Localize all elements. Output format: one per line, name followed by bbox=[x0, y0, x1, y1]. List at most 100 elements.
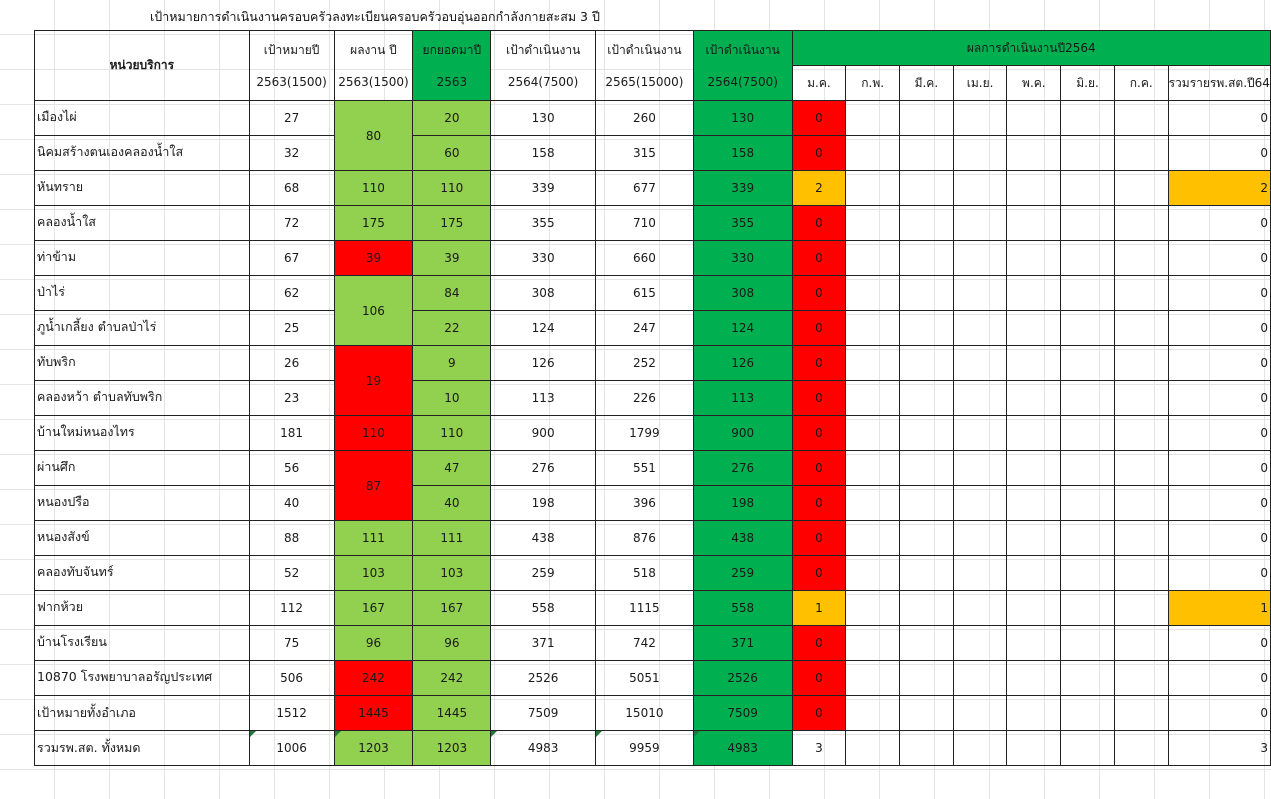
cell-carry-2563[interactable]: 84 bbox=[412, 275, 492, 311]
cell-unit[interactable]: คลองทับจันทร์ bbox=[34, 555, 250, 591]
cell-month-empty[interactable] bbox=[1113, 590, 1169, 626]
cell-month-empty[interactable] bbox=[952, 275, 1008, 311]
cell-month-empty[interactable] bbox=[1113, 275, 1169, 311]
cell-month-empty[interactable] bbox=[845, 555, 900, 591]
cell-month-empty[interactable] bbox=[952, 135, 1008, 171]
cell-month-empty[interactable] bbox=[1113, 205, 1169, 241]
cell-total-64[interactable]: 3 bbox=[1167, 730, 1271, 766]
cell-month-empty[interactable] bbox=[1006, 380, 1062, 416]
cell-month-empty[interactable] bbox=[1060, 100, 1115, 136]
cell-target-2563[interactable]: 72 bbox=[248, 205, 335, 241]
header-results-2564[interactable]: ผลการดำเนินงานปี2564 bbox=[791, 30, 1271, 66]
cell-month-empty[interactable] bbox=[899, 485, 954, 521]
cell-total-64[interactable]: 0 bbox=[1167, 660, 1271, 696]
cell-month-jan[interactable]: 0 bbox=[791, 520, 847, 556]
cell-month-jan[interactable]: 2 bbox=[791, 170, 847, 206]
cell-result-2563[interactable]: 106 bbox=[333, 275, 414, 346]
cell-carry-2563[interactable]: 40 bbox=[412, 485, 492, 521]
cell-month-empty[interactable] bbox=[1060, 520, 1115, 556]
cell-target-2564[interactable]: 330 bbox=[490, 240, 596, 276]
cell-carry-2563[interactable]: 103 bbox=[412, 555, 492, 591]
cell-target-2564[interactable]: 113 bbox=[490, 380, 596, 416]
cell-month-empty[interactable] bbox=[1113, 170, 1169, 206]
cell-target-2565[interactable]: 518 bbox=[594, 555, 694, 591]
cell-month-jan[interactable]: 0 bbox=[791, 415, 847, 451]
cell-unit[interactable]: คลองน้ำใส bbox=[34, 205, 250, 241]
cell-month-empty[interactable] bbox=[845, 170, 900, 206]
cell-month-empty[interactable] bbox=[1113, 135, 1169, 171]
cell-target-2564-green[interactable]: 130 bbox=[692, 100, 793, 136]
cell-total-64[interactable]: 0 bbox=[1167, 555, 1271, 591]
cell-month-empty[interactable] bbox=[845, 100, 900, 136]
cell-month-empty[interactable] bbox=[899, 695, 954, 731]
cell-unit[interactable]: รวมรพ.สต. ทั้งหมด bbox=[34, 730, 250, 766]
cell-target-2563[interactable]: 32 bbox=[248, 135, 335, 171]
cell-unit[interactable]: หนองสังข์ bbox=[34, 520, 250, 556]
cell-month-empty[interactable] bbox=[1006, 240, 1062, 276]
cell-carry-2563[interactable]: 1203 bbox=[412, 730, 492, 766]
cell-target-2565[interactable]: 9959 bbox=[594, 730, 694, 766]
cell-total-64[interactable]: 0 bbox=[1167, 415, 1271, 451]
cell-carry-2563[interactable]: 96 bbox=[412, 625, 492, 661]
cell-target-2564[interactable]: 371 bbox=[490, 625, 596, 661]
cell-month-empty[interactable] bbox=[899, 310, 954, 346]
cell-target-2565[interactable]: 551 bbox=[594, 450, 694, 486]
cell-month-empty[interactable] bbox=[845, 520, 900, 556]
cell-target-2564[interactable]: 198 bbox=[490, 485, 596, 521]
cell-result-2563[interactable]: 39 bbox=[333, 240, 414, 276]
cell-target-2564[interactable]: 355 bbox=[490, 205, 596, 241]
header-month-jul[interactable]: ก.ค. bbox=[1113, 65, 1169, 101]
cell-month-jan[interactable]: 0 bbox=[791, 695, 847, 731]
cell-month-empty[interactable] bbox=[1060, 415, 1115, 451]
cell-total-64[interactable]: 0 bbox=[1167, 380, 1271, 416]
cell-target-2563[interactable]: 88 bbox=[248, 520, 335, 556]
cell-unit[interactable]: ภูน้ำเกลี้ยง ตำบลป่าไร่ bbox=[34, 310, 250, 346]
cell-month-jan[interactable]: 0 bbox=[791, 135, 847, 171]
cell-month-empty[interactable] bbox=[1060, 590, 1115, 626]
cell-month-empty[interactable] bbox=[899, 275, 954, 311]
cell-target-2564-green[interactable]: 2526 bbox=[692, 660, 793, 696]
cell-month-jan[interactable]: 0 bbox=[791, 450, 847, 486]
cell-target-2564[interactable]: 339 bbox=[490, 170, 596, 206]
cell-month-empty[interactable] bbox=[1006, 415, 1062, 451]
cell-month-empty[interactable] bbox=[1113, 730, 1169, 766]
cell-target-2564-green[interactable]: 438 bbox=[692, 520, 793, 556]
cell-target-2563[interactable]: 40 bbox=[248, 485, 335, 521]
cell-month-empty[interactable] bbox=[1113, 100, 1169, 136]
cell-month-empty[interactable] bbox=[1006, 695, 1062, 731]
cell-target-2563[interactable]: 1512 bbox=[248, 695, 335, 731]
cell-target-2565[interactable]: 15010 bbox=[594, 695, 694, 731]
cell-unit[interactable]: ทับพริก bbox=[34, 345, 250, 381]
cell-month-empty[interactable] bbox=[1113, 520, 1169, 556]
cell-target-2563[interactable]: 25 bbox=[248, 310, 335, 346]
cell-target-2563[interactable]: 67 bbox=[248, 240, 335, 276]
cell-target-2564[interactable]: 4983 bbox=[490, 730, 596, 766]
cell-target-2563[interactable]: 62 bbox=[248, 275, 335, 311]
cell-target-2563[interactable]: 68 bbox=[248, 170, 335, 206]
cell-target-2564-green[interactable]: 4983 bbox=[692, 730, 793, 766]
cell-target-2565[interactable]: 226 bbox=[594, 380, 694, 416]
cell-target-2564-green[interactable]: 371 bbox=[692, 625, 793, 661]
cell-month-empty[interactable] bbox=[1060, 625, 1115, 661]
cell-target-2563[interactable]: 506 bbox=[248, 660, 335, 696]
cell-month-empty[interactable] bbox=[1006, 590, 1062, 626]
cell-month-empty[interactable] bbox=[1060, 240, 1115, 276]
cell-month-empty[interactable] bbox=[1113, 695, 1169, 731]
cell-target-2564[interactable]: 130 bbox=[490, 100, 596, 136]
cell-month-empty[interactable] bbox=[899, 345, 954, 381]
cell-result-2563[interactable]: 80 bbox=[333, 100, 414, 171]
cell-month-empty[interactable] bbox=[1060, 205, 1115, 241]
cell-month-empty[interactable] bbox=[1113, 310, 1169, 346]
cell-month-empty[interactable] bbox=[952, 380, 1008, 416]
cell-month-empty[interactable] bbox=[845, 345, 900, 381]
cell-month-empty[interactable] bbox=[1006, 100, 1062, 136]
cell-total-64[interactable]: 0 bbox=[1167, 310, 1271, 346]
cell-target-2564-green[interactable]: 126 bbox=[692, 345, 793, 381]
cell-target-2565[interactable]: 742 bbox=[594, 625, 694, 661]
cell-carry-2563[interactable]: 47 bbox=[412, 450, 492, 486]
cell-month-empty[interactable] bbox=[952, 240, 1008, 276]
cell-target-2564-green[interactable]: 558 bbox=[692, 590, 793, 626]
header-total-64[interactable]: รวมรายรพ.สต.ปี64 bbox=[1167, 65, 1271, 101]
header-target-2564-green[interactable]: เป้าดำเนินงาน 2564(7500) bbox=[692, 30, 793, 101]
cell-month-empty[interactable] bbox=[1060, 310, 1115, 346]
